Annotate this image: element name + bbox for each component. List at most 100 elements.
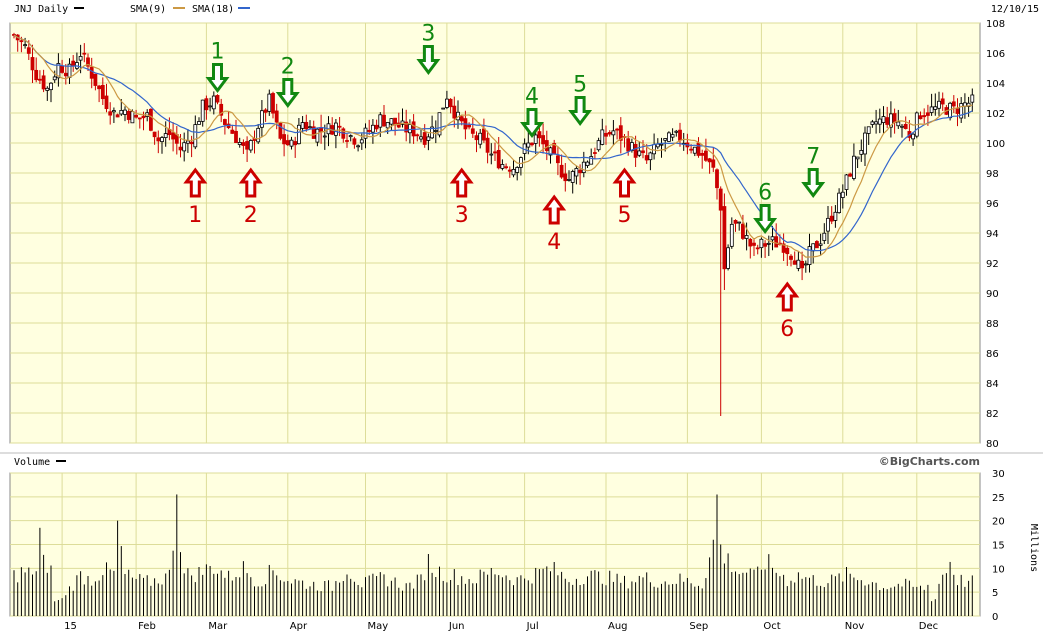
candle-body [663, 138, 668, 141]
candle-body [448, 98, 453, 108]
candle-body [278, 122, 283, 139]
sell-marker-label: 2 [281, 55, 295, 80]
candle-body [234, 130, 238, 143]
candle-body [600, 129, 605, 145]
price-tick-label: 86 [986, 349, 999, 360]
candle-body [737, 221, 742, 224]
x-tick-label: 15 [64, 621, 77, 632]
sma9-line [13, 34, 973, 258]
candle-body [755, 247, 760, 250]
price-tick-label: 82 [986, 409, 999, 420]
candle-body [419, 136, 423, 140]
candle-body [474, 135, 479, 141]
candle-body [533, 134, 538, 144]
sma9-label: SMA(9) [130, 4, 166, 15]
copyright: ©BigCharts.com [879, 455, 980, 468]
candle-body [470, 128, 475, 134]
candle-body [337, 125, 342, 128]
candle-body [38, 78, 42, 81]
candle-body [119, 110, 124, 115]
candle-body [704, 150, 708, 161]
x-tick-label: Sep [689, 621, 708, 632]
candle-body [100, 84, 105, 100]
candle-body [322, 135, 327, 138]
candle-body [766, 242, 771, 245]
candle-body [911, 133, 915, 140]
candle-body [108, 111, 113, 116]
candle-body [71, 60, 76, 67]
candle-body [866, 126, 871, 134]
candle-body [896, 121, 901, 127]
candle-body [729, 223, 734, 247]
candle-body [389, 118, 394, 125]
candle-body [607, 132, 612, 135]
candle-body [800, 261, 804, 269]
candle-body [433, 130, 438, 132]
candle-body [333, 122, 338, 136]
candle-body [537, 131, 542, 139]
candle-body [515, 167, 520, 173]
candle-body [807, 246, 812, 266]
volume-tick-label: 10 [992, 564, 1005, 575]
sell-marker: 3 [416, 22, 441, 75]
candle-body [97, 85, 101, 90]
candle-body [774, 236, 779, 248]
candle-body [352, 138, 357, 145]
candle-body [530, 142, 534, 146]
x-tick-label: May [368, 621, 389, 632]
candle-body [833, 211, 838, 221]
candle-body [197, 121, 201, 125]
candle-body [829, 215, 834, 222]
candle-body [959, 103, 964, 119]
sell-arrow-icon [205, 63, 230, 93]
x-tick-label: Jul [526, 621, 539, 632]
candle-body [374, 124, 379, 130]
volume-unit-label: Millions [1028, 524, 1039, 572]
candle-body [500, 164, 505, 169]
candle-body [230, 129, 235, 134]
candle-body [245, 141, 250, 150]
candle-body [444, 98, 449, 108]
candle-body [404, 121, 409, 133]
candle-body [219, 103, 224, 116]
candle-body [926, 112, 930, 116]
candle-body [903, 123, 908, 129]
candle-body [396, 122, 401, 128]
candle-body [507, 169, 512, 172]
x-tick-label: Dec [919, 621, 938, 632]
candle-body [585, 161, 590, 166]
candle-body [556, 155, 560, 164]
candle-body [874, 121, 878, 125]
candle-body [211, 95, 216, 110]
candle-body [137, 117, 142, 120]
candle-body [955, 108, 960, 114]
candle-body [818, 243, 823, 246]
candle-body [596, 140, 601, 151]
buy-marker: 6 [775, 281, 800, 342]
x-tick-label: Aug [608, 621, 628, 632]
candle-body [626, 138, 631, 152]
candle-body [259, 110, 264, 128]
sell-marker: 6 [753, 181, 778, 234]
candle-body [19, 40, 24, 43]
candle-body [407, 124, 412, 134]
candle-body [615, 128, 619, 131]
candle-body [848, 173, 853, 177]
candle-body [785, 247, 790, 255]
sma18-label: SMA(18) [192, 4, 234, 15]
candle-body [52, 76, 57, 81]
buy-marker: 2 [238, 167, 263, 228]
candle-body [929, 106, 934, 113]
candle-body [511, 169, 516, 176]
buy-marker-label: 6 [780, 317, 794, 342]
buy-marker: 4 [542, 194, 567, 255]
candle-body [496, 149, 501, 169]
candle-body [415, 134, 420, 137]
candle-body [889, 113, 893, 128]
sell-arrow-icon [520, 108, 544, 138]
candle-body [578, 169, 582, 174]
candle-body [811, 243, 816, 252]
candle-body [759, 238, 764, 249]
candle-body [633, 143, 638, 158]
candle-body [722, 206, 727, 270]
